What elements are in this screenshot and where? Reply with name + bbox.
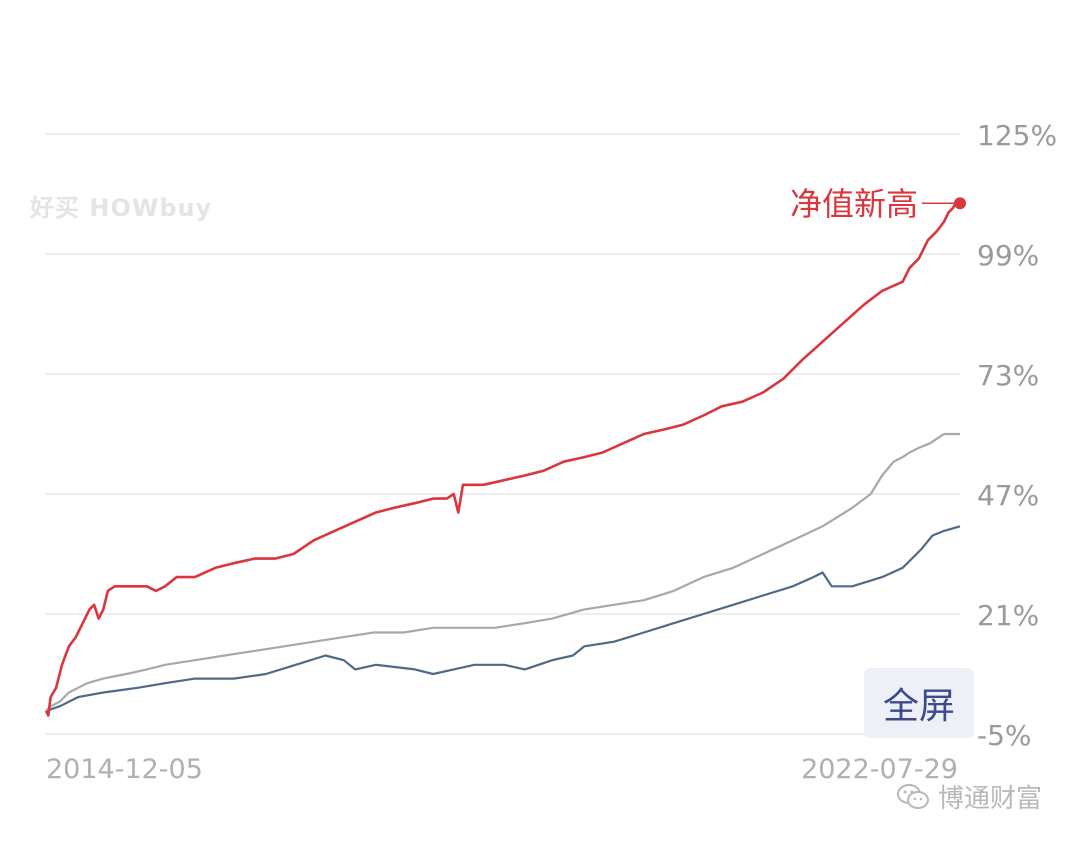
y-tick-label: 73% (977, 359, 1039, 392)
chart-annotation: 净值新高 (790, 185, 966, 223)
y-tick-label: 125% (977, 119, 1057, 152)
y-tick-label: -5% (977, 719, 1032, 752)
x-tick-label: 2022-07-29 (801, 754, 958, 785)
y-tick-label: 21% (977, 599, 1039, 632)
chart-series (44, 201, 961, 717)
series-line-fund (44, 201, 960, 717)
series-line-benchmark_a (45, 432, 960, 712)
series-line-benchmark_b (45, 525, 961, 712)
y-tick-label: 99% (977, 239, 1039, 272)
wechat-icon (897, 783, 929, 809)
footer-brand-label: 博通财富 (938, 784, 1043, 814)
x-axis-ticks: 2014-12-05 2022-07-29 (46, 754, 958, 785)
chart-grid (46, 133, 960, 735)
footer-brand: 博通财富 (896, 778, 1042, 815)
y-axis-ticks: 125% 99% 73% 47% 21% -5% (977, 119, 1057, 752)
series-end-marker (954, 197, 966, 210)
y-tick-label: 47% (977, 479, 1039, 512)
howbuy-watermark: 好买 HOWbuy (30, 194, 213, 222)
annotation-label: 净值新高 (790, 185, 918, 223)
x-tick-label: 2014-12-05 (46, 754, 203, 785)
fullscreen-button[interactable]: 全屏 (864, 668, 974, 738)
